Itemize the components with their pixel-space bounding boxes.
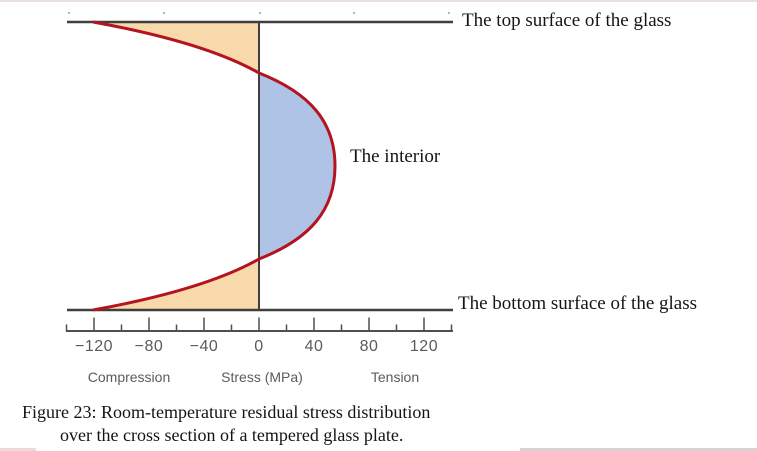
compression-region-bottom [93, 259, 259, 310]
axis-tick-label: 120 [409, 338, 439, 355]
axis-tick-label: −120 [74, 338, 114, 355]
top-edge-line [0, 0, 757, 2]
faint-tick-dot [259, 12, 261, 14]
stress-distribution-diagram [65, 20, 453, 332]
tension-axis-label: Tension [370, 369, 420, 385]
figure-caption-line1: Figure 23: Room-temperature residual str… [22, 402, 431, 422]
compression-axis-label: Compression [87, 369, 171, 385]
faint-tick-dot [163, 12, 165, 14]
tension-region-interior [259, 73, 335, 259]
interior-label: The interior [350, 146, 441, 167]
compression-region-top [93, 22, 259, 73]
faint-tick-dot [448, 12, 450, 14]
top-surface-label: The top surface of the glass [462, 10, 672, 31]
figure-caption-line2: over the cross section of a tempered gla… [60, 425, 404, 445]
faint-tick-dot [68, 12, 70, 14]
axis-tick-label: 40 [304, 338, 324, 355]
axis-tick-label: 80 [359, 338, 379, 355]
bottom-left-edge-line [0, 448, 36, 451]
axis-tick-label: 0 [254, 338, 264, 355]
axis-tick-label: −80 [134, 338, 164, 355]
stress-scale-ticks [65, 317, 453, 331]
faint-tick-dot [353, 12, 355, 14]
bottom-right-edge-line [520, 448, 757, 451]
stress-profile-curve [92, 20, 337, 312]
bottom-surface-label: The bottom surface of the glass [458, 293, 698, 314]
stress-units-axis-label: Stress (MPa) [221, 369, 303, 385]
axis-tick-label: −40 [189, 338, 219, 355]
